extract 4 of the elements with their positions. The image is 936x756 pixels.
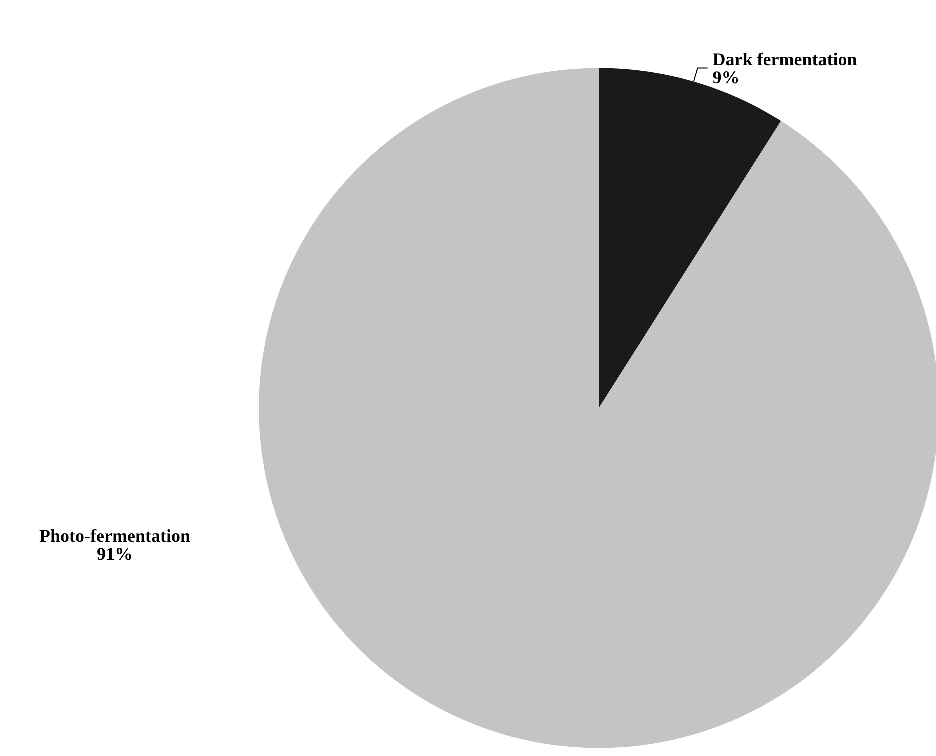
- data-label: 9%: [712, 67, 740, 88]
- slice-label: Photo-fermentation: [40, 526, 190, 546]
- data-label: 91%: [97, 544, 133, 564]
- slice-label: Dark fermentation: [712, 49, 858, 70]
